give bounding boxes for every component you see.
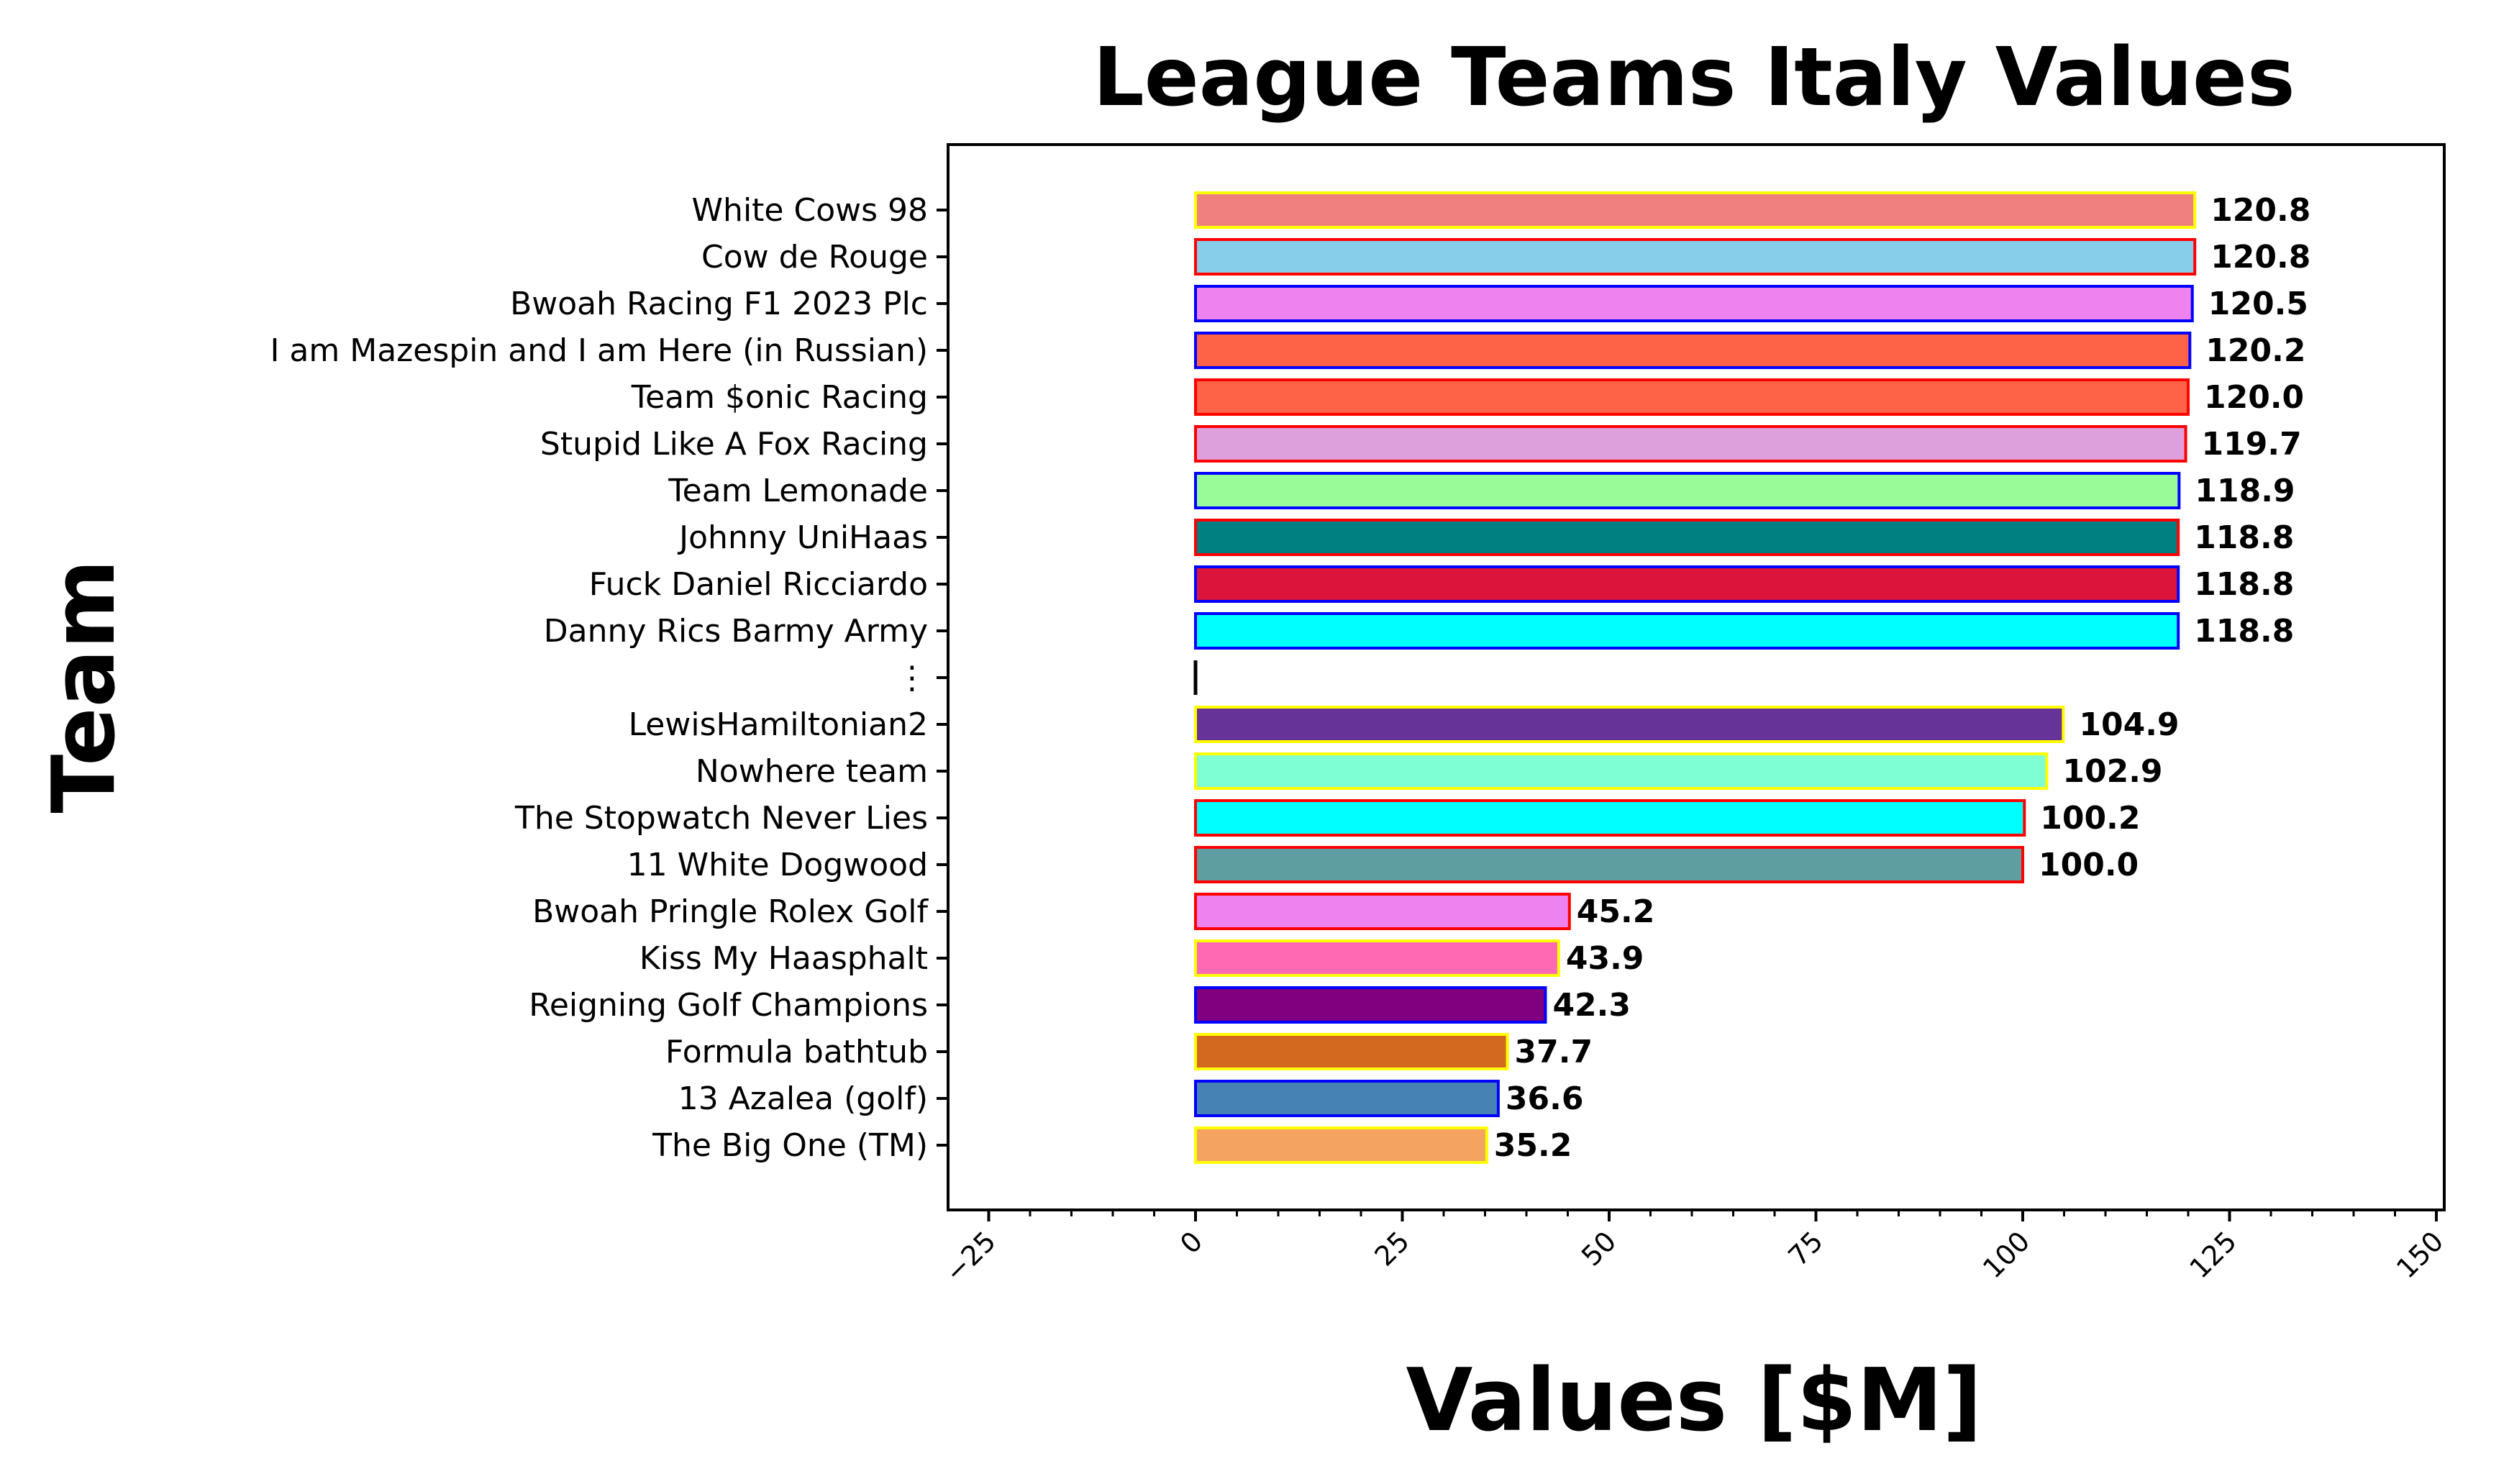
bar <box>1194 425 2187 463</box>
bar <box>1194 1126 1488 1164</box>
value-label: 118.8 <box>2194 566 2294 603</box>
bar <box>1194 378 2190 416</box>
x-tick-label: 0 <box>1174 1225 1208 1260</box>
value-label: 45.2 <box>1577 893 1655 930</box>
x-tick-label: 75 <box>1782 1225 1829 1272</box>
y-tick-label: Bwoah Racing F1 2023 Plc <box>510 286 928 322</box>
bar <box>1194 332 2192 369</box>
value-label: 102.9 <box>2062 753 2162 790</box>
value-label: 119.7 <box>2202 426 2302 463</box>
value-label: 100.2 <box>2040 800 2140 837</box>
y-tick-label: Team $onic Racing <box>631 379 928 416</box>
y-tick-label: Cow de Rouge <box>701 239 928 276</box>
bar <box>1194 238 2197 276</box>
y-tick-label: Nowhere team <box>696 753 928 790</box>
bar <box>1194 1080 1500 1117</box>
bar <box>1194 472 2181 509</box>
y-tick-label: Reigning Golf Champions <box>529 987 928 1024</box>
bar <box>1194 893 1571 930</box>
value-label: 120.5 <box>2208 286 2308 322</box>
bar <box>1194 752 2049 790</box>
bar <box>1194 565 2180 603</box>
value-label: 100.0 <box>2039 847 2139 883</box>
y-tick-label: Danny Rics Barmy Army <box>544 613 928 650</box>
y-tick-label: I am Mazespin and I am Here (in Russian) <box>270 332 928 369</box>
value-label: 120.2 <box>2205 332 2305 369</box>
value-label: 118.9 <box>2195 473 2295 509</box>
x-tick-label: 125 <box>2183 1225 2242 1284</box>
y-tick-label: 11 White Dogwood <box>627 847 928 883</box>
bar <box>1194 986 1547 1024</box>
bar <box>1194 846 2024 883</box>
y-tick-label: The Big One (TM) <box>652 1127 928 1164</box>
bar <box>1194 706 2065 743</box>
value-label: 43.9 <box>1566 940 1644 977</box>
value-label: 37.7 <box>1515 1034 1593 1070</box>
x-tick-label: 150 <box>2390 1225 2449 1284</box>
y-axis-ticks: White Cows 98 Cow de Rouge Bwoah Racing F1… <box>270 192 948 1164</box>
bar <box>1194 1033 1509 1070</box>
y-tick-label: Bwoah Pringle Rolex Golf <box>532 893 929 930</box>
y-axis-label: Team <box>35 559 135 813</box>
bar <box>1194 519 2180 556</box>
value-label: 118.8 <box>2194 519 2294 556</box>
x-axis-label: Values [$M] <box>1406 1351 1982 1451</box>
bar <box>1194 191 2197 229</box>
y-tick-label: The Stopwatch Never Lies <box>514 800 928 837</box>
bars-group: 120.8 120.8 120.5 120.2 120.0 119.7 118.9 118.8… <box>1193 191 2310 1164</box>
value-label: 120.8 <box>2210 239 2310 276</box>
bar <box>1194 285 2194 322</box>
y-tick-label: Formula bathtub <box>665 1034 928 1070</box>
value-label: 118.8 <box>2194 613 2294 650</box>
bar <box>1194 799 2026 837</box>
y-tick-label: Stupid Like A Fox Racing <box>540 426 928 463</box>
value-label: 36.6 <box>1506 1080 1584 1117</box>
y-tick-label: ⋮ <box>896 660 928 696</box>
y-tick-label: 13 Azalea (golf) <box>678 1080 928 1117</box>
value-label: 104.9 <box>2079 706 2179 743</box>
bar <box>1194 612 2180 650</box>
y-tick-label: LewisHamiltonian2 <box>629 706 928 743</box>
value-label: 42.3 <box>1552 987 1631 1024</box>
y-tick-label: Johnny UniHaas <box>677 519 928 556</box>
chart-title: League Teams Italy Values <box>1093 31 2295 124</box>
y-tick-label: Team Lemonade <box>668 473 928 509</box>
x-axis-ticks: −25 0 25 50 75 100 125 150 <box>939 1210 2449 1288</box>
value-label: 120.8 <box>2210 192 2310 229</box>
x-tick-label: 100 <box>1977 1225 2036 1284</box>
y-tick-label: Fuck Daniel Ricciardo <box>589 566 928 603</box>
value-label: 120.0 <box>2204 379 2304 416</box>
bar <box>1194 939 1560 977</box>
x-tick-label: −25 <box>939 1225 1002 1288</box>
x-tick-label: 50 <box>1575 1225 1622 1272</box>
x-tick-label: 25 <box>1369 1225 1416 1272</box>
y-tick-label: White Cows 98 <box>692 192 928 229</box>
y-tick-label: Kiss My Haasphalt <box>639 940 928 977</box>
value-label: 35.2 <box>1494 1127 1572 1164</box>
